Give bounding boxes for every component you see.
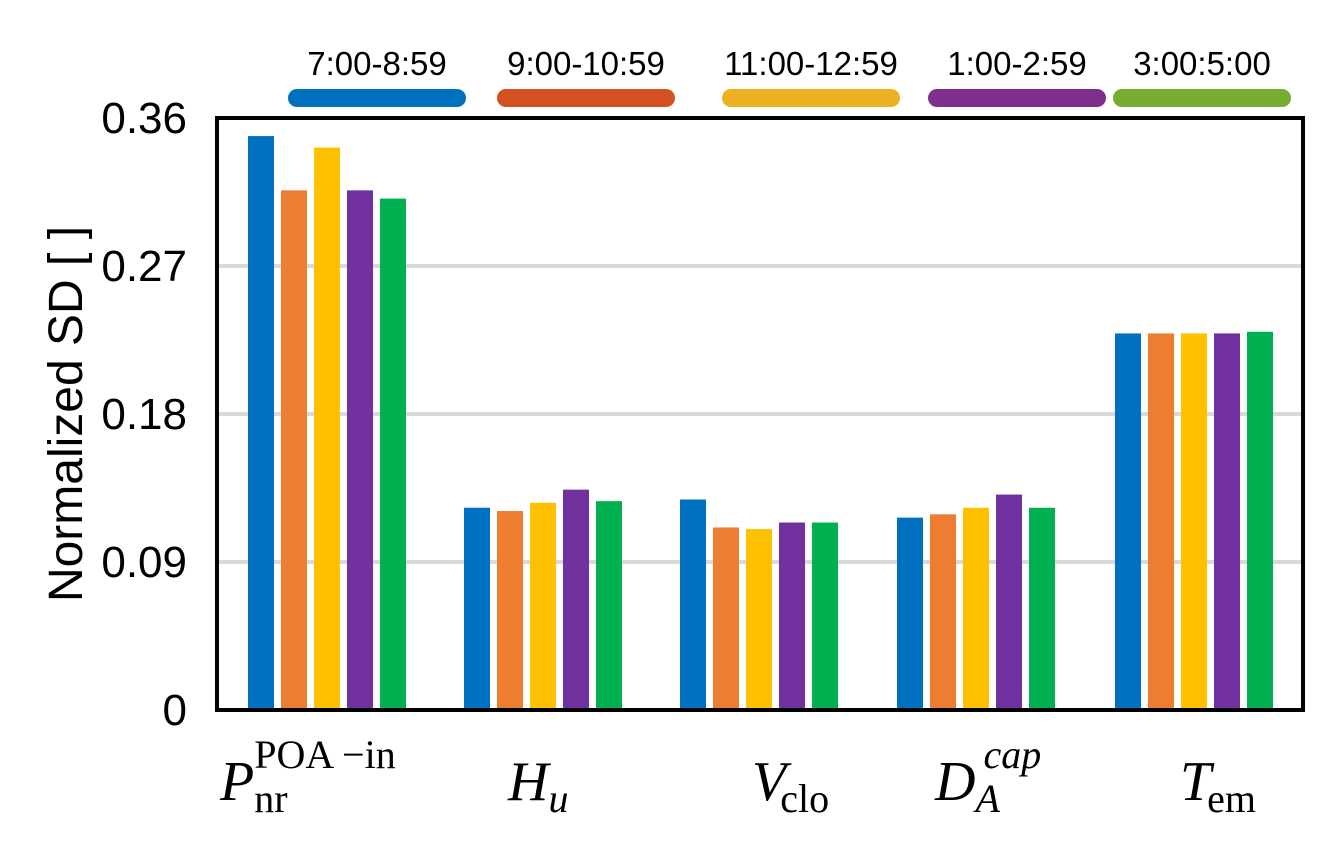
category-subscript: u <box>548 776 568 821</box>
legend-swatch <box>288 89 466 107</box>
bar <box>1029 507 1055 710</box>
category-superscript: cap <box>983 732 1041 777</box>
plot-frame <box>215 116 1305 712</box>
bar <box>1115 333 1141 710</box>
y-tick-label: 0.18 <box>101 390 187 439</box>
bar <box>380 198 406 711</box>
y-tick-label: 0 <box>163 686 187 735</box>
bar <box>248 136 274 711</box>
bar <box>812 522 838 710</box>
legend-label: 11:00-12:59 <box>724 45 898 82</box>
y-tick-label: 0.09 <box>101 538 187 587</box>
bar <box>563 489 589 710</box>
bar <box>746 529 772 710</box>
bar <box>713 527 739 710</box>
category-superscript: POA −in <box>254 732 395 777</box>
bar <box>497 511 523 710</box>
y-axis-label: Normalized SD [ ] <box>40 226 93 602</box>
bar <box>281 190 307 710</box>
category-symbol: V <box>752 751 792 813</box>
bar <box>1247 331 1273 710</box>
bar <box>930 514 956 710</box>
legend-label: 3:00:5:00 <box>1133 45 1271 82</box>
bar <box>779 522 805 710</box>
bar <box>1214 333 1240 710</box>
bar <box>996 494 1022 710</box>
legend-swatch <box>497 89 675 107</box>
bar <box>314 147 340 711</box>
category-subscript: em <box>1207 776 1256 821</box>
category-symbol: T <box>1180 751 1215 813</box>
legend-label: 7:00-8:59 <box>307 45 446 82</box>
category-subscript: nr <box>254 776 287 821</box>
bar <box>963 507 989 710</box>
category-symbol: H <box>507 751 551 813</box>
bar <box>680 499 706 710</box>
bar <box>464 507 490 710</box>
bar <box>596 501 622 710</box>
category-subscript: A <box>972 776 1000 821</box>
bar <box>897 517 923 710</box>
legend-swatch <box>928 89 1106 107</box>
legend-swatch <box>1113 89 1291 107</box>
bar <box>1148 333 1174 710</box>
y-tick-labels: 0 0.09 0.18 0.27 0.36 <box>101 94 187 735</box>
legend-label: 9:00-10:59 <box>507 45 665 82</box>
bar <box>530 502 556 710</box>
bar <box>1181 333 1207 710</box>
legend-swatch <box>722 89 900 107</box>
x-category-label: Tem <box>1180 751 1256 821</box>
category-symbol: P <box>219 751 254 813</box>
y-tick-label: 0.27 <box>101 242 187 291</box>
bars <box>248 136 1273 711</box>
category-subscript: clo <box>780 776 829 821</box>
bar <box>347 190 373 710</box>
y-tick-label: 0.36 <box>101 94 187 143</box>
legend-label: 1:00-2:59 <box>947 45 1086 82</box>
legend: 7:00-8:59 9:00-10:59 11:00-12:59 1:00-2:59 3… <box>288 45 1291 107</box>
category-symbol: D <box>934 751 975 813</box>
